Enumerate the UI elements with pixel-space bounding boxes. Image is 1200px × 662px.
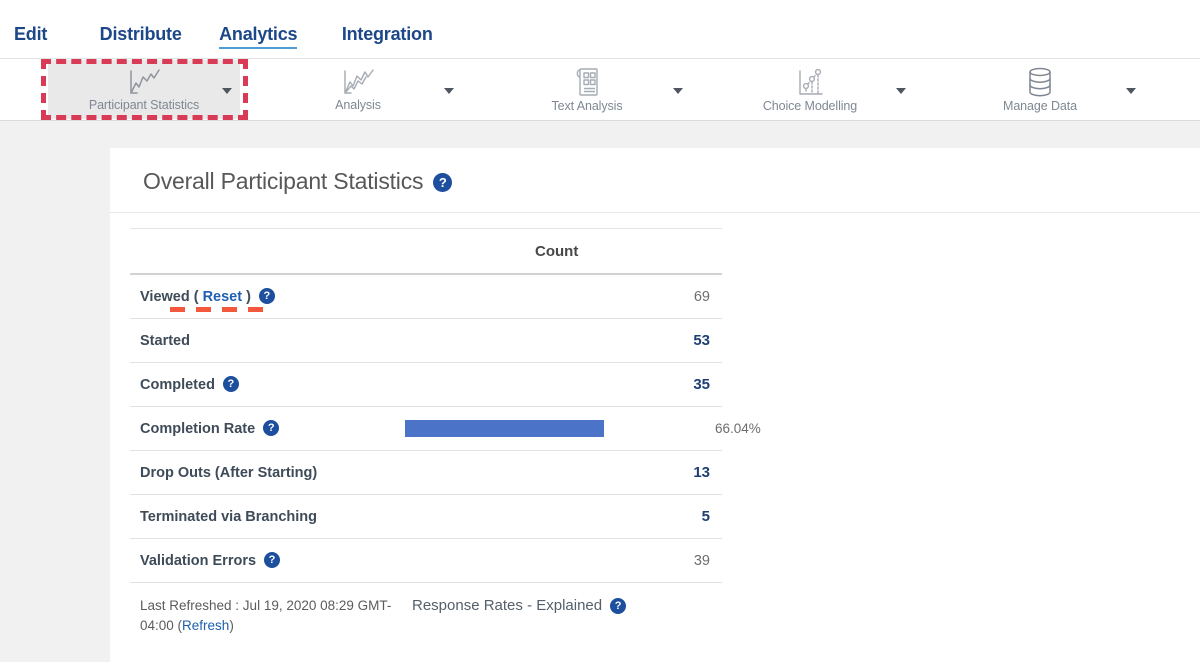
completion-rate-bar-fill xyxy=(405,420,604,437)
completion-rate-bar xyxy=(405,420,707,437)
table-row-terminated: Terminated via Branching 5 xyxy=(130,495,722,539)
help-icon[interactable] xyxy=(433,173,452,192)
caret-down-icon[interactable] xyxy=(1126,88,1136,94)
toolbar-item-participant-statistics[interactable]: Participant Statistics xyxy=(48,60,240,119)
help-icon[interactable] xyxy=(264,552,280,568)
help-icon[interactable] xyxy=(259,288,275,304)
top-menu: Edit Distribute Analytics Integration xyxy=(0,0,1200,58)
row-label-text: Viewed ( xyxy=(140,289,199,305)
count-column-header: Count xyxy=(535,243,578,260)
table-row-drop-outs: Drop Outs (After Starting) 13 xyxy=(130,451,722,495)
row-label: Viewed (Reset) xyxy=(130,275,275,318)
refresh-link[interactable]: Refresh xyxy=(182,618,229,633)
table-row-completed: Completed 35 xyxy=(130,363,722,407)
row-label-text: ) xyxy=(246,289,251,305)
row-value: 39 xyxy=(694,553,722,569)
help-icon[interactable] xyxy=(610,598,626,614)
table-row-validation-errors: Validation Errors 39 xyxy=(130,539,722,583)
top-header: Edit Distribute Analytics Integration Pa… xyxy=(0,0,1200,121)
table-row-completion-rate: Completion Rate 66.04% xyxy=(130,407,722,451)
row-label: Completion Rate xyxy=(130,407,279,450)
response-rates-label: Response Rates - Explained xyxy=(412,597,602,614)
caret-down-icon[interactable] xyxy=(896,88,906,94)
analytics-toolbar: Participant Statistics Analysis xyxy=(0,58,1200,121)
last-refreshed-close: ) xyxy=(229,618,234,633)
menu-distribute[interactable]: Distribute xyxy=(100,24,182,45)
toolbar-item-label: Choice Modelling xyxy=(763,99,857,113)
line-chart-icon xyxy=(126,68,162,96)
row-label: Drop Outs (After Starting) xyxy=(130,451,317,494)
toolbar-item-choice-modelling[interactable]: Choice Modelling xyxy=(710,60,910,119)
toolbar-item-label: Text Analysis xyxy=(552,99,623,113)
last-refreshed-text: Last Refreshed : Jul 19, 2020 08:29 GMT-… xyxy=(140,596,412,636)
document-grid-icon xyxy=(572,67,602,97)
row-label-text: Validation Errors xyxy=(140,553,256,569)
toolbar-item-label: Analysis xyxy=(335,98,381,112)
help-icon[interactable] xyxy=(223,376,239,392)
row-value-link[interactable]: 53 xyxy=(693,332,722,349)
table-row-started: Started 53 xyxy=(130,319,722,363)
row-value-link[interactable]: 13 xyxy=(693,464,722,481)
toolbar-item-label: Manage Data xyxy=(1003,99,1077,113)
row-value: 69 xyxy=(694,289,722,305)
table-header-row: Count xyxy=(130,229,722,275)
completion-rate-percent: 66.04% xyxy=(715,421,761,436)
card-header: Overall Participant Statistics xyxy=(110,148,1200,213)
participant-stats-table: Count Viewed (Reset) 69 Started 53 Compl… xyxy=(130,228,722,583)
row-value-link[interactable]: 35 xyxy=(693,376,722,393)
row-label-text: Completed xyxy=(140,377,215,393)
scatter-chart-icon xyxy=(792,67,828,97)
menu-integration[interactable]: Integration xyxy=(342,24,433,45)
menu-analytics[interactable]: Analytics xyxy=(219,24,297,49)
row-label-text: Completion Rate xyxy=(140,421,255,437)
last-refreshed-label: Last Refreshed : Jul 19, 2020 08:29 GMT-… xyxy=(140,598,391,633)
toolbar-item-text-analysis[interactable]: Text Analysis xyxy=(487,60,687,119)
row-label: Terminated via Branching xyxy=(130,495,317,538)
response-rates-explained: Response Rates - Explained xyxy=(412,596,626,636)
completion-rate-bar-zone: 66.04% xyxy=(405,407,761,450)
area-chart-icon xyxy=(340,68,376,96)
toolbar-item-label: Participant Statistics xyxy=(89,98,199,112)
row-value-link[interactable]: 5 xyxy=(702,508,722,525)
content-card: Overall Participant Statistics Count Vie… xyxy=(110,148,1200,662)
row-label: Completed xyxy=(130,363,239,406)
reset-link[interactable]: Reset xyxy=(203,289,243,305)
page-title: Overall Participant Statistics xyxy=(143,168,423,194)
table-footer: Last Refreshed : Jul 19, 2020 08:29 GMT-… xyxy=(130,596,1200,636)
toolbar-item-manage-data[interactable]: Manage Data xyxy=(940,60,1140,119)
menu-edit[interactable]: Edit xyxy=(14,24,47,45)
app-window: Edit Distribute Analytics Integration Pa… xyxy=(0,0,1200,662)
database-icon xyxy=(1024,67,1056,97)
caret-down-icon[interactable] xyxy=(222,88,232,94)
caret-down-icon[interactable] xyxy=(673,88,683,94)
table-row-viewed: Viewed (Reset) 69 xyxy=(130,275,722,319)
caret-down-icon[interactable] xyxy=(444,88,454,94)
row-label: Started xyxy=(130,319,190,362)
toolbar-item-analysis[interactable]: Analysis xyxy=(258,60,458,119)
help-icon[interactable] xyxy=(263,420,279,436)
annotation-dashed-underline xyxy=(170,307,274,312)
card-body: Count Viewed (Reset) 69 Started 53 Compl… xyxy=(110,213,1200,636)
row-label: Validation Errors xyxy=(130,539,280,582)
